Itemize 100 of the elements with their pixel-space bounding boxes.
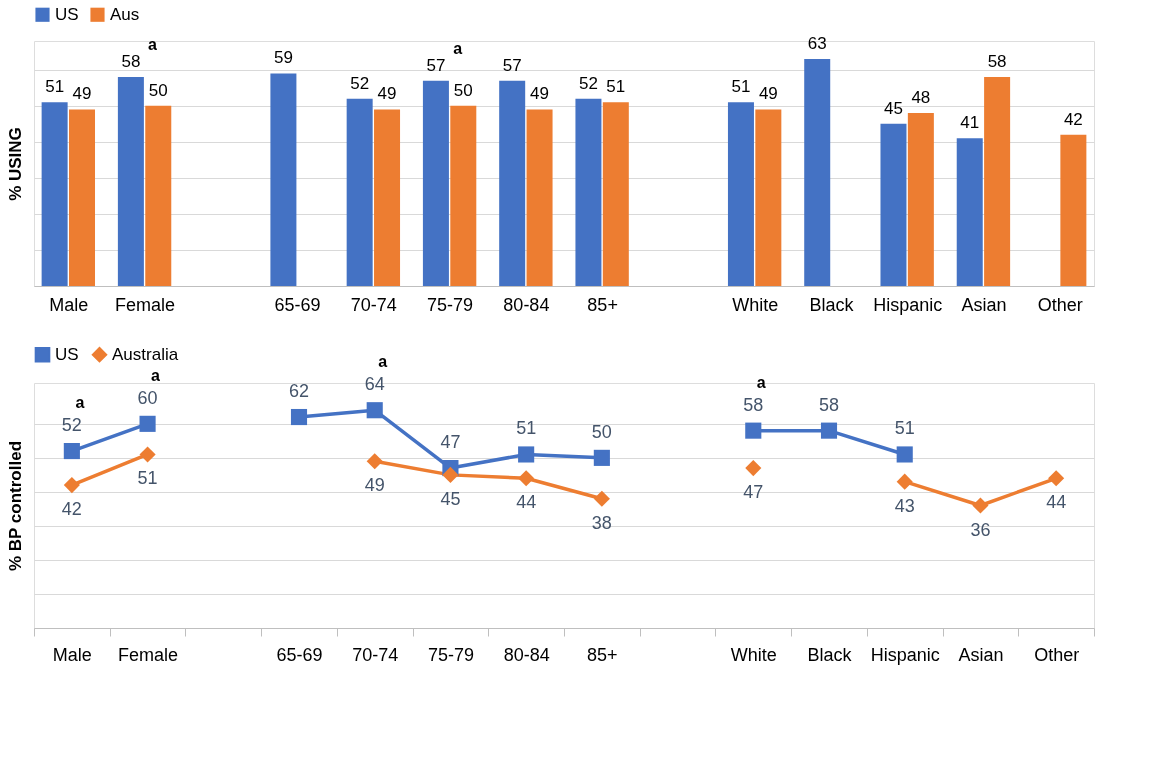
data-label: 52 xyxy=(61,415,82,436)
data-label: 49 xyxy=(377,84,397,104)
bar xyxy=(450,105,477,286)
bar xyxy=(755,109,782,286)
point xyxy=(139,415,156,432)
bar xyxy=(727,102,754,286)
data-label: 52 xyxy=(350,73,370,93)
x-tick-label: Black xyxy=(809,294,855,315)
x-tick-label: Other xyxy=(1034,644,1080,665)
point xyxy=(442,466,459,483)
data-label: 57 xyxy=(426,55,446,75)
legend-label: Aus xyxy=(110,4,140,24)
data-label: 44 xyxy=(1046,492,1067,513)
data-label: 51 xyxy=(606,77,626,97)
bar xyxy=(984,77,1011,286)
bar xyxy=(499,80,526,286)
point xyxy=(63,442,80,460)
legend-label: Australia xyxy=(112,344,179,364)
annotation: a xyxy=(148,36,158,54)
data-label: 45 xyxy=(884,98,903,118)
x-tick-label: 65-69 xyxy=(276,644,323,665)
data-label: 47 xyxy=(440,432,461,453)
bar xyxy=(907,113,934,286)
bar xyxy=(117,77,144,286)
bar xyxy=(346,98,373,286)
data-label: 58 xyxy=(121,52,141,72)
data-label: 36 xyxy=(970,519,991,540)
point xyxy=(139,446,156,463)
data-label: 41 xyxy=(960,113,980,133)
x-tick-label: 75-79 xyxy=(427,294,474,315)
x-tick-label: Hispanic xyxy=(873,294,943,315)
data-label: 50 xyxy=(453,80,473,100)
bar xyxy=(41,102,68,286)
y-axis-title: % USING xyxy=(5,127,25,201)
y-axis-title: % BP controlled xyxy=(5,440,25,572)
point xyxy=(593,490,610,507)
data-label: 58 xyxy=(987,52,1007,72)
data-label: 51 xyxy=(894,418,915,439)
bar xyxy=(270,73,297,286)
data-label: 50 xyxy=(591,421,612,442)
data-label: 51 xyxy=(731,77,751,97)
bar xyxy=(145,105,172,286)
x-tick-label: Other xyxy=(1037,294,1083,315)
x-tick-label: 85+ xyxy=(587,294,618,315)
x-tick-label: Asian xyxy=(961,294,1007,315)
data-label: 44 xyxy=(516,492,537,513)
annotation: a xyxy=(378,353,388,371)
point xyxy=(896,473,913,490)
data-label: 49 xyxy=(364,475,385,496)
data-label: 64 xyxy=(364,374,385,395)
data-label: 60 xyxy=(137,387,158,408)
annotation: a xyxy=(756,373,766,391)
data-label: 49 xyxy=(530,84,550,104)
data-label: 62 xyxy=(288,381,310,402)
x-tick-label: 70-74 xyxy=(350,294,397,315)
x-tick-label: Asian xyxy=(958,644,1004,665)
x-tick-label: Male xyxy=(49,294,89,315)
x-tick-label: Female xyxy=(115,294,176,315)
data-label: 45 xyxy=(440,488,461,509)
data-label: 58 xyxy=(818,394,840,415)
x-tick-label: 80-84 xyxy=(503,294,550,315)
x-tick-label: White xyxy=(732,294,779,315)
data-label: 52 xyxy=(578,73,598,93)
point xyxy=(1048,470,1065,487)
bar xyxy=(69,109,96,286)
data-label: 47 xyxy=(743,482,764,503)
x-tick-label: 70-74 xyxy=(352,644,399,665)
x-tick-label: 80-84 xyxy=(503,644,550,665)
bar xyxy=(880,123,907,286)
data-label: 43 xyxy=(894,495,915,516)
legend-label: US xyxy=(55,344,79,364)
data-label: 48 xyxy=(911,88,931,108)
x-tick-label: Male xyxy=(52,644,92,665)
data-label: 42 xyxy=(1063,109,1083,129)
data-label: 50 xyxy=(148,80,168,100)
x-tick-label: Female xyxy=(118,644,179,665)
bar xyxy=(575,98,602,286)
x-tick-label: Black xyxy=(807,644,853,665)
bar xyxy=(526,109,553,286)
data-label: 51 xyxy=(516,418,537,439)
point xyxy=(820,422,838,439)
point xyxy=(745,460,762,477)
point xyxy=(290,408,308,426)
data-label: 49 xyxy=(72,84,92,104)
x-tick-label: 85+ xyxy=(587,644,618,665)
point xyxy=(972,497,989,514)
data-label: 38 xyxy=(591,512,612,533)
bar xyxy=(1060,134,1087,286)
x-tick-label: 65-69 xyxy=(274,294,321,315)
point xyxy=(896,446,913,463)
data-label: 59 xyxy=(273,48,293,68)
data-label: 42 xyxy=(61,499,82,520)
point xyxy=(63,477,80,494)
data-label: 58 xyxy=(743,394,764,415)
x-tick-label: 75-79 xyxy=(427,644,474,665)
bar xyxy=(374,109,401,286)
annotation: a xyxy=(453,39,463,57)
point xyxy=(593,449,610,466)
data-label: 49 xyxy=(758,84,778,104)
bar xyxy=(602,102,629,286)
